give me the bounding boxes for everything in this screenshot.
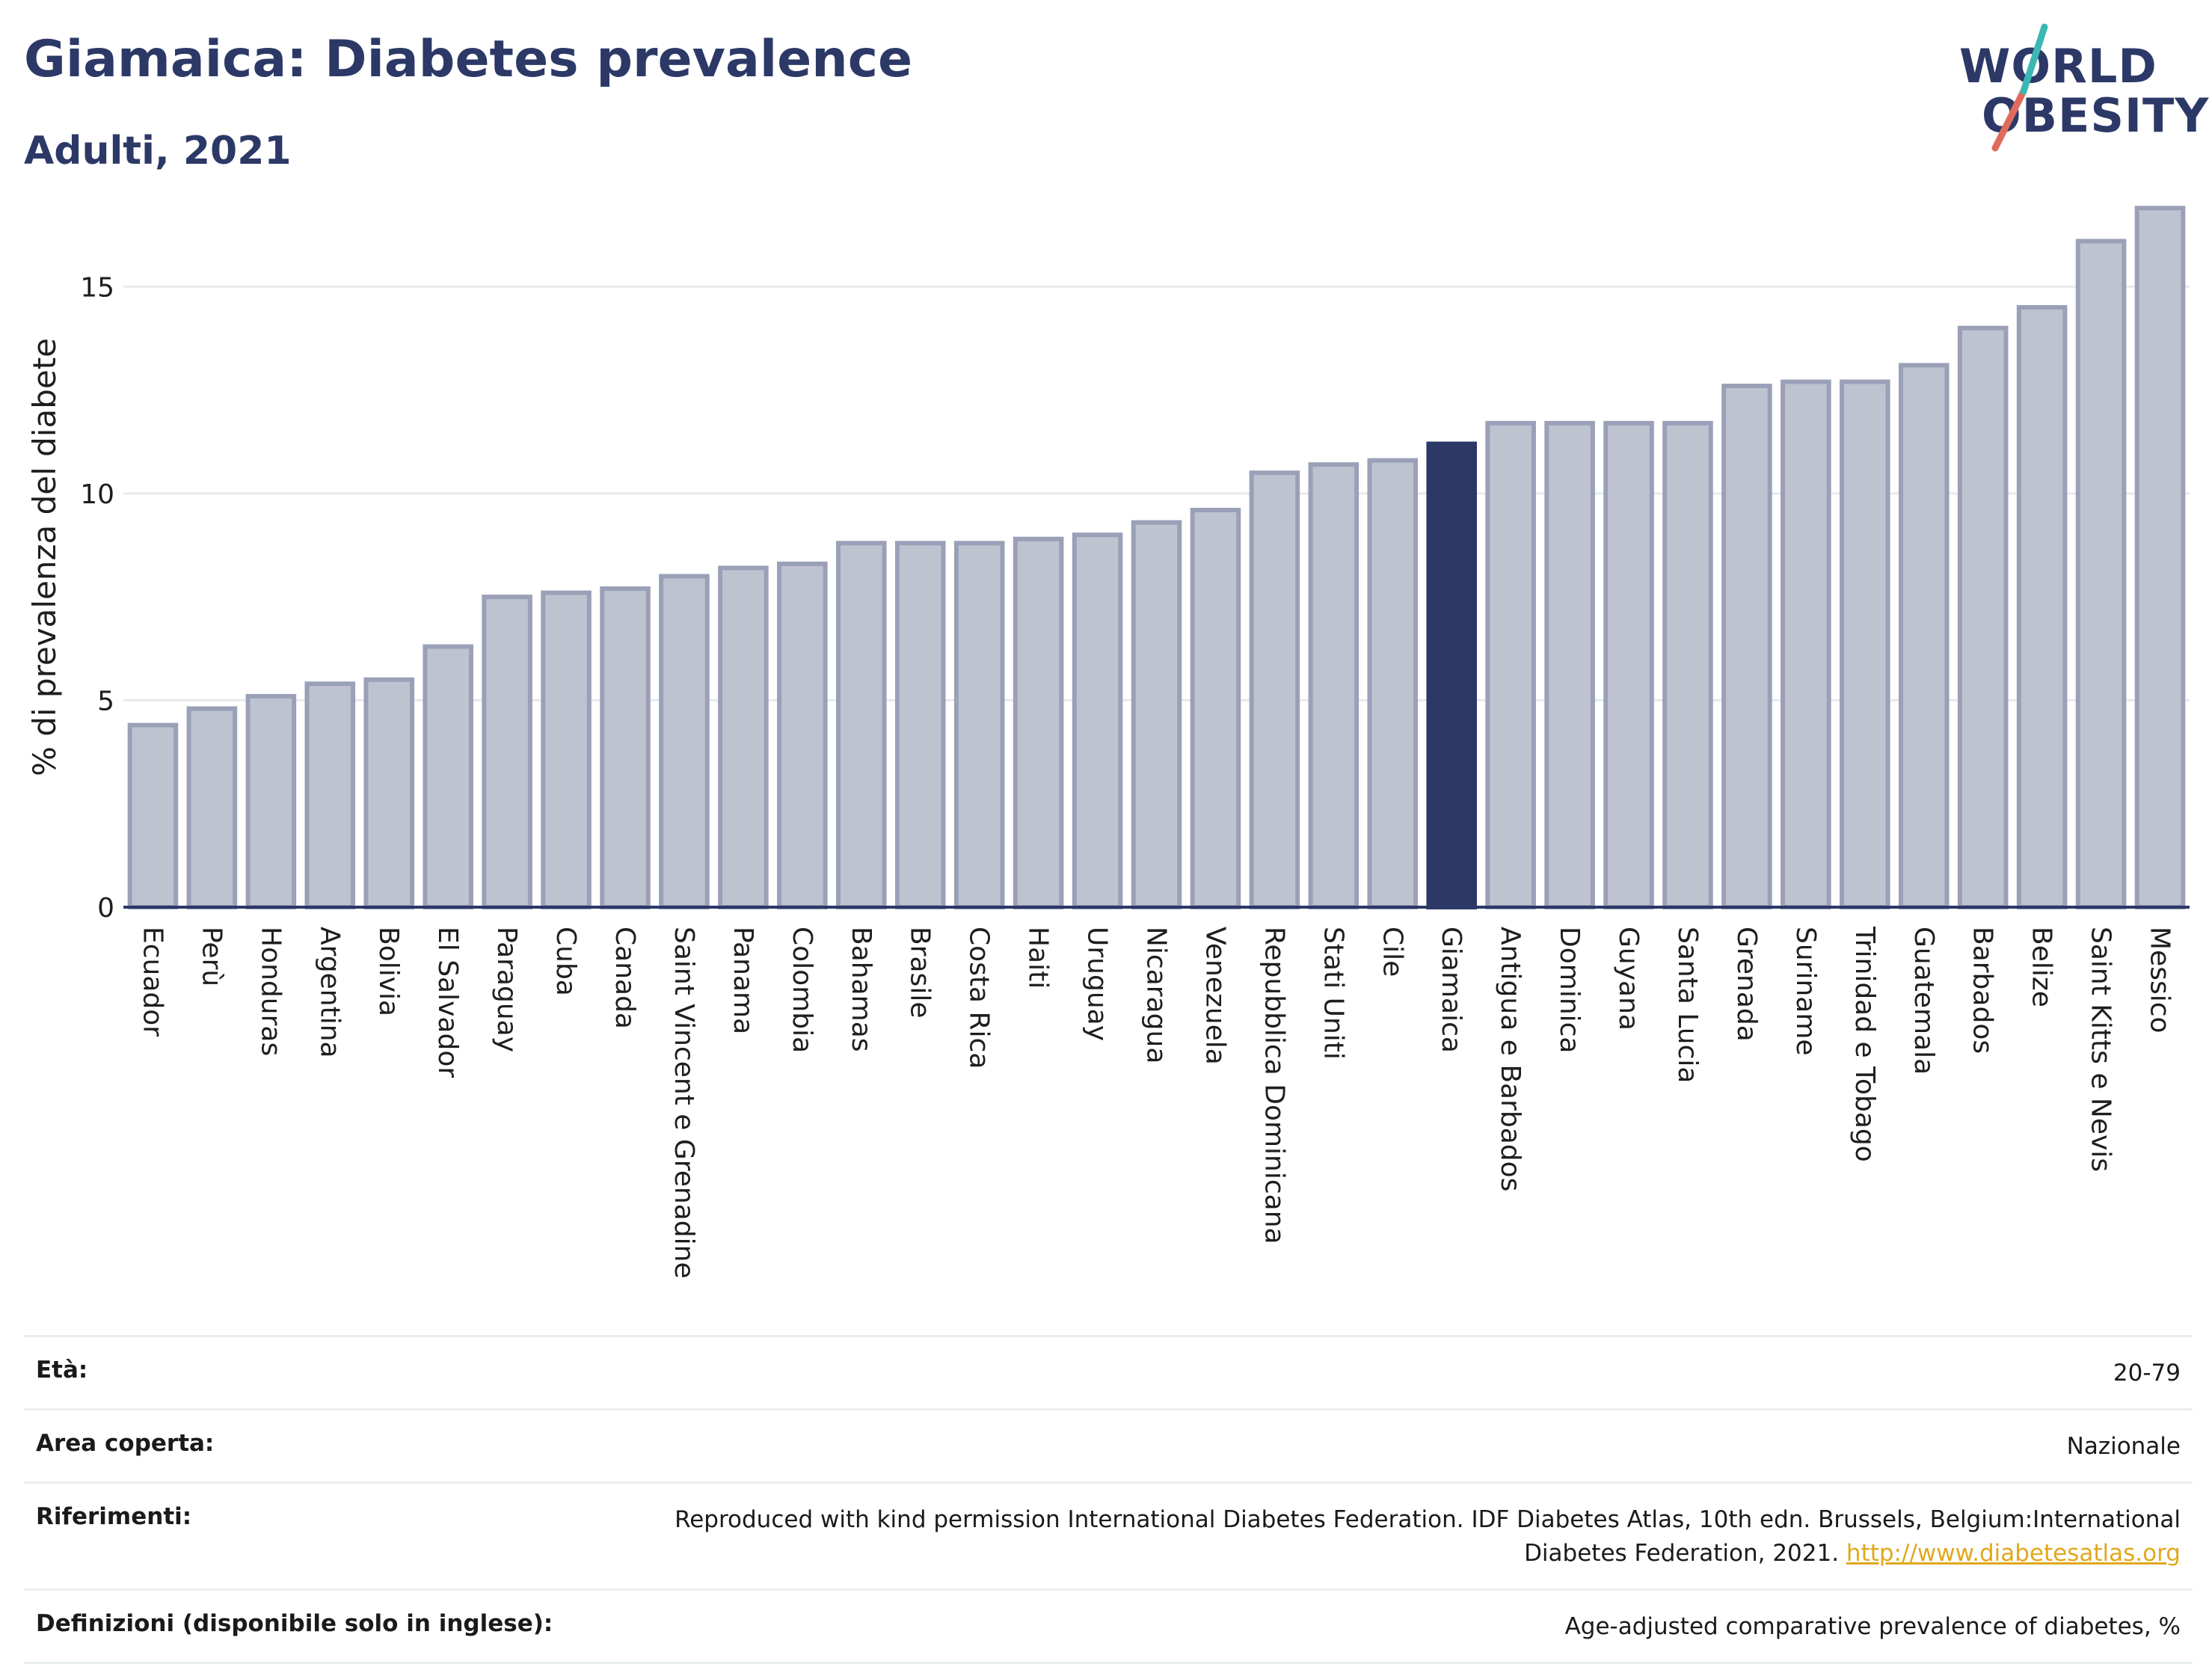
bar[interactable] bbox=[1485, 420, 1536, 909]
bar[interactable] bbox=[1781, 379, 1831, 910]
y-tick-label: 10 bbox=[80, 479, 114, 510]
bar[interactable] bbox=[1367, 458, 1419, 909]
x-tick-label: El Salvador bbox=[432, 927, 463, 1078]
x-tick-label: Giamaica bbox=[1436, 927, 1466, 1053]
x-tick-label: Venezuela bbox=[1199, 927, 1230, 1065]
bar[interactable] bbox=[835, 541, 887, 910]
x-tick-label: Suriname bbox=[1790, 927, 1821, 1056]
x-tick-label: Saint Kitts e Nevis bbox=[2086, 927, 2116, 1172]
bar[interactable] bbox=[186, 706, 238, 910]
bar[interactable] bbox=[659, 574, 710, 909]
y-tick-label: 15 bbox=[80, 272, 114, 303]
bar[interactable] bbox=[894, 541, 946, 910]
bar[interactable] bbox=[1721, 384, 1772, 909]
x-tick-label: Stati Uniti bbox=[1318, 927, 1348, 1060]
x-tick-label: Trinidad e Tobago bbox=[1849, 926, 1880, 1162]
meta-label: Riferimenti: bbox=[36, 1502, 192, 1530]
meta-row-references: Riferimenti: Reproduced with kind permis… bbox=[24, 1481, 2193, 1588]
meta-label: Area coperta: bbox=[36, 1429, 215, 1457]
bar[interactable] bbox=[2134, 206, 2186, 909]
logo-slash-icon bbox=[1991, 23, 2048, 152]
meta-value: Age-adjusted comparative prevalence of d… bbox=[1564, 1612, 2181, 1640]
bar[interactable] bbox=[1190, 507, 1241, 909]
meta-label: Età: bbox=[36, 1357, 88, 1384]
x-tick-label: Uruguay bbox=[1082, 927, 1113, 1041]
x-tick-label: Saint Vincent e Grenadine bbox=[669, 927, 699, 1279]
bar[interactable] bbox=[777, 561, 828, 909]
x-tick-label: Cile bbox=[1377, 927, 1407, 977]
x-tick-label: Costa Rica bbox=[964, 927, 995, 1069]
y-tick-label: 0 bbox=[97, 893, 114, 924]
x-tick-label: Antigua e Barbados bbox=[1495, 927, 1526, 1191]
meta-row-age: Età: 20-79 bbox=[24, 1335, 2193, 1408]
meta-value: 20-79 bbox=[2113, 1360, 2181, 1387]
diabetes-atlas-link[interactable]: http://www.diabetesatlas.org bbox=[1846, 1539, 2181, 1567]
bar[interactable] bbox=[1840, 379, 1890, 910]
meta-label: Definizioni (disponibile solo in inglese… bbox=[36, 1609, 553, 1637]
metadata-table: Età: 20-79 Area coperta: Nazionale Rifer… bbox=[24, 1335, 2193, 1664]
x-tick-label: Dominica bbox=[1554, 927, 1585, 1054]
meta-row-area: Area coperta: Nazionale bbox=[24, 1407, 2193, 1482]
x-tick-label: Paraguay bbox=[491, 927, 522, 1052]
bar-series bbox=[127, 206, 2186, 910]
bar[interactable] bbox=[1308, 462, 1360, 909]
bar[interactable] bbox=[541, 590, 592, 910]
references-text: Reproduced with kind permission Internat… bbox=[675, 1505, 2181, 1567]
bar[interactable] bbox=[1013, 536, 1064, 910]
x-tick-label: Belize bbox=[2027, 927, 2057, 1007]
bar[interactable] bbox=[1544, 420, 1595, 909]
bar-chart: 0 5 10 15 Ecuador Perù Honduras Argentina Bolivi… bbox=[26, 206, 2190, 1279]
bar-highlighted[interactable] bbox=[1426, 441, 1478, 909]
bar[interactable] bbox=[718, 565, 769, 909]
bar[interactable] bbox=[953, 541, 1005, 910]
meta-value: Nazionale bbox=[2066, 1432, 2181, 1460]
x-tick-label: Nicaragua bbox=[1141, 927, 1172, 1063]
x-tick-label: Grenada bbox=[1731, 927, 1762, 1042]
bar[interactable] bbox=[245, 693, 297, 909]
chart-title: Giamaica: Diabetes prevalence bbox=[24, 30, 913, 89]
bar[interactable] bbox=[1898, 363, 1950, 909]
x-tick-label: Haiti bbox=[1023, 927, 1054, 989]
y-tick-label: 5 bbox=[97, 686, 114, 716]
x-tick-label: Honduras bbox=[255, 927, 286, 1056]
x-tick-label: Bolivia bbox=[373, 927, 404, 1016]
x-tick-label: Argentina bbox=[314, 927, 345, 1058]
bar[interactable] bbox=[1603, 420, 1654, 909]
x-tick-label: Repubblica Dominicana bbox=[1259, 927, 1289, 1244]
bar[interactable] bbox=[482, 595, 532, 910]
bar[interactable] bbox=[1131, 520, 1182, 909]
bar[interactable] bbox=[600, 586, 651, 910]
x-tick-label: Panama bbox=[728, 927, 758, 1034]
bar[interactable] bbox=[423, 644, 473, 910]
bar[interactable] bbox=[2075, 239, 2127, 909]
x-tick-label: Santa Lucia bbox=[1672, 927, 1703, 1083]
x-tick-label: Bahamas bbox=[846, 927, 876, 1052]
axes: 0 5 10 15 Ecuador Perù Honduras Argentina Bolivi… bbox=[80, 272, 2190, 1279]
x-tick-label: Guatemala bbox=[1908, 927, 1939, 1075]
x-tick-label: Colombia bbox=[787, 927, 817, 1053]
y-axis-title: % di prevalenza del diabete bbox=[26, 338, 63, 776]
x-tick-label: Perù bbox=[196, 927, 227, 986]
bar[interactable] bbox=[1072, 532, 1123, 910]
bar[interactable] bbox=[1957, 325, 2009, 910]
meta-value-references: Reproduced with kind permission Internat… bbox=[640, 1503, 2181, 1571]
x-tick-label: Brasile bbox=[905, 927, 936, 1018]
x-tick-label: Barbados bbox=[1967, 927, 1998, 1054]
bar[interactable] bbox=[363, 677, 415, 909]
logo-word-1: WORLD bbox=[1959, 39, 2157, 93]
chart-subtitle: Adulti, 2021 bbox=[24, 129, 292, 174]
x-tick-label: Guyana bbox=[1613, 927, 1644, 1031]
bar[interactable] bbox=[1662, 420, 1713, 909]
x-tick-label: Canada bbox=[609, 927, 640, 1029]
meta-row-definitions: Definizioni (disponibile solo in inglese… bbox=[24, 1588, 2193, 1664]
x-tick-label: Cuba bbox=[550, 927, 581, 996]
bar[interactable] bbox=[127, 722, 179, 909]
x-tick-label: Ecuador bbox=[137, 927, 168, 1037]
bar[interactable] bbox=[1249, 470, 1300, 909]
bar[interactable] bbox=[304, 681, 356, 909]
world-obesity-logo[interactable]: WORLD OBESITY bbox=[1952, 22, 2208, 157]
bar[interactable] bbox=[2016, 304, 2068, 909]
x-tick-label: Messico bbox=[2145, 927, 2175, 1034]
